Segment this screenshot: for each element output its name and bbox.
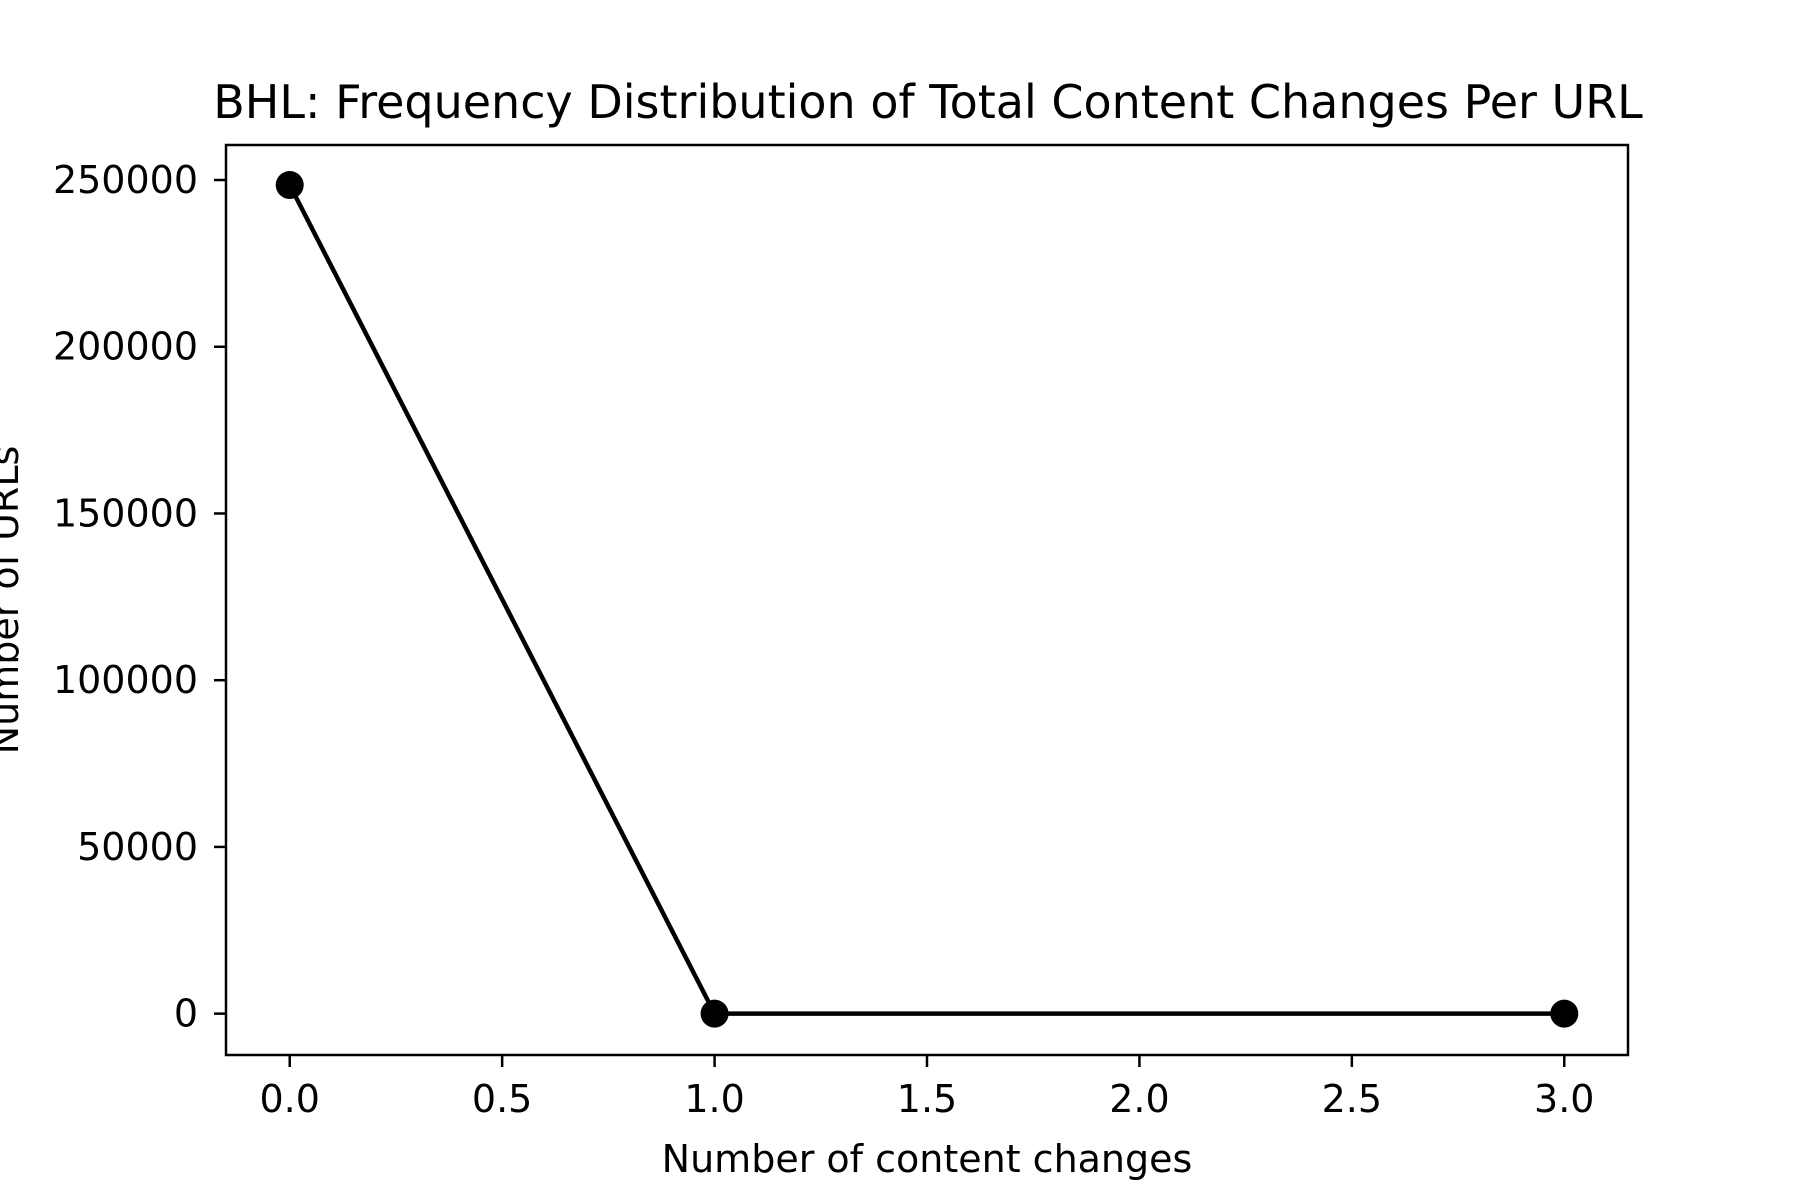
x-tick-label: 2.5 — [1322, 1077, 1382, 1121]
x-tick-label: 1.5 — [897, 1077, 957, 1121]
plot-frame — [224, 143, 1630, 1057]
x-tick-label: 1.0 — [684, 1077, 744, 1121]
x-tick-label: 2.0 — [1109, 1077, 1169, 1121]
y-tick-label: 200000 — [53, 325, 198, 369]
series-layer — [275, 171, 1579, 1028]
x-axis-label: Number of content changes — [662, 1137, 1193, 1181]
y-tick-label: 100000 — [53, 658, 198, 702]
y-tick-label: 150000 — [53, 491, 198, 535]
y-axis-label: Number of URLs — [0, 446, 27, 755]
y-axis-ticks: 0 50000 100000 150000 200000 250000 — [53, 158, 226, 1036]
x-axis-ticks: 0.0 0.5 1.0 1.5 2.0 2.5 3.0 — [260, 1055, 1594, 1121]
y-tick-label: 0 — [174, 992, 198, 1036]
series-line — [287, 183, 1565, 1016]
x-tick-label: 0.5 — [472, 1077, 532, 1121]
data-point — [275, 171, 304, 200]
x-tick-label: 0.0 — [260, 1077, 320, 1121]
y-tick-label: 50000 — [77, 825, 198, 869]
y-tick-label: 250000 — [53, 158, 198, 202]
data-point — [1550, 999, 1579, 1028]
chart-title: BHL: Frequency Distribution of Total Con… — [213, 75, 1643, 129]
data-point — [700, 999, 729, 1028]
x-tick-label: 3.0 — [1534, 1077, 1594, 1121]
